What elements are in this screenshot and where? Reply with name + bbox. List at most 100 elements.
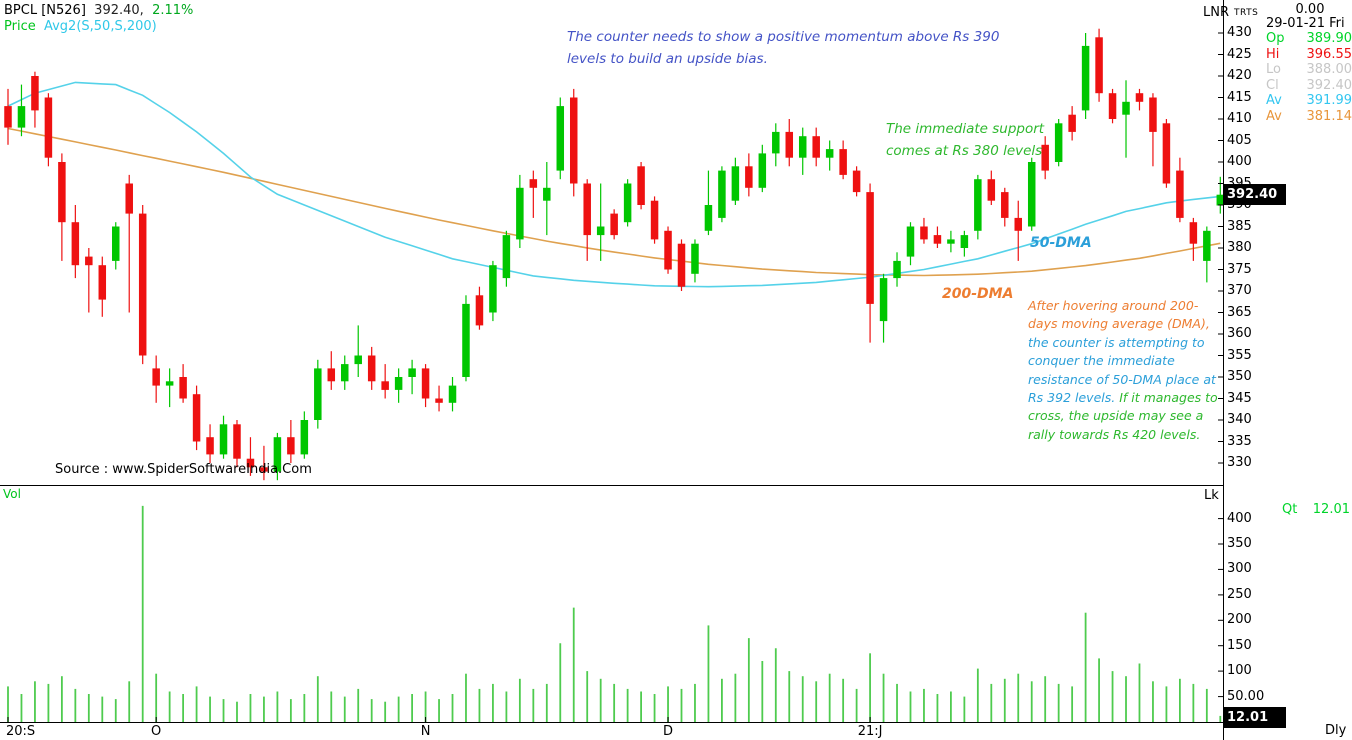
candle-body bbox=[745, 166, 753, 188]
price-axis-label: 345 bbox=[1227, 390, 1252, 406]
annotation-line: rally towards Rs 420 levels. bbox=[1028, 426, 1218, 444]
ohlc-info-panel: Op 389.90 Hi 396.55 Lo 388.00 Cl 392.40 Av 391.99… bbox=[1266, 31, 1352, 125]
chart-header: BPCL [N526] 392.40, 2.11% bbox=[4, 3, 193, 18]
annotation-line: Rs 392 levels. If it manages to bbox=[1028, 389, 1218, 407]
current-price-tag: 392.40 bbox=[1224, 184, 1286, 205]
candle-body bbox=[987, 179, 996, 201]
date-axis-label: O bbox=[151, 724, 162, 739]
price-axis-label: 335 bbox=[1227, 433, 1252, 449]
candle-body bbox=[1176, 170, 1184, 218]
candle-body bbox=[125, 183, 133, 214]
candle-body bbox=[758, 153, 767, 188]
indicator-formula-label: Avg2(S,50,S,200) bbox=[43, 19, 157, 34]
candle-body bbox=[677, 243, 686, 287]
candle-body bbox=[179, 377, 187, 399]
candle-body bbox=[260, 467, 268, 472]
candle-body bbox=[1001, 192, 1009, 218]
current-volume-tag: 12.01 bbox=[1224, 707, 1286, 728]
annotation-momentum: The counter needs to show a positive mom… bbox=[567, 26, 999, 70]
annotation-span: If it manages to bbox=[1119, 390, 1218, 406]
price-axis-label: 360 bbox=[1227, 326, 1252, 341]
candle-body bbox=[435, 398, 443, 403]
date-axis-label: 20:S bbox=[6, 724, 36, 739]
candle-body bbox=[1135, 93, 1144, 102]
candle-body bbox=[58, 162, 66, 223]
candle-body bbox=[1095, 37, 1103, 94]
price-axis-label: 410 bbox=[1227, 111, 1252, 126]
ma200-line-label: 200-DMA bbox=[942, 286, 1014, 302]
candle-body bbox=[354, 355, 362, 365]
price-axis-label: 395 bbox=[1227, 175, 1252, 191]
candle-body bbox=[516, 187, 524, 240]
candle-body bbox=[475, 295, 484, 326]
candle-body bbox=[448, 385, 457, 403]
candle-body bbox=[44, 97, 53, 158]
candle-body bbox=[1216, 194, 1225, 206]
candle-body bbox=[596, 226, 605, 236]
annotation-line: After hovering around 200- bbox=[1028, 297, 1218, 315]
candle-body bbox=[300, 420, 309, 455]
candle-body bbox=[1149, 97, 1157, 132]
price-axis-label: 430 bbox=[1227, 25, 1252, 40]
ohlc-row-value: 392.40 bbox=[1306, 77, 1352, 93]
price-axis-label: 350 bbox=[1227, 369, 1252, 384]
candle-body bbox=[960, 235, 969, 248]
annotation-line: comes at Rs 380 levels bbox=[886, 143, 1043, 159]
annotation-span: the counter is attempting to bbox=[1028, 334, 1205, 350]
candle-body bbox=[798, 136, 807, 158]
annotation-line: resistance of 50-DMA place at bbox=[1028, 371, 1218, 389]
symbol-label: BPCL [N526] bbox=[4, 3, 86, 18]
volume-axis-label: 250 bbox=[1227, 586, 1252, 602]
ohlc-row-lo: Lo 388.00 bbox=[1266, 62, 1352, 78]
price-axis-label: 400 bbox=[1227, 154, 1252, 169]
period-label: Dly bbox=[1325, 723, 1347, 738]
annotation-span: conquer the immediate bbox=[1028, 353, 1175, 369]
candle-body bbox=[852, 170, 861, 193]
ohlc-row-value: 388.00 bbox=[1306, 62, 1352, 78]
change-value-label: 0.00 bbox=[1295, 2, 1325, 17]
candle-body bbox=[246, 458, 255, 468]
candle-body bbox=[1041, 144, 1049, 171]
volume-axis-label: 400 bbox=[1227, 510, 1252, 526]
ohlc-row-value: 389.90 bbox=[1306, 31, 1352, 46]
annotation-span: rally towards Rs 420 levels. bbox=[1028, 426, 1201, 442]
candle-body bbox=[906, 226, 915, 257]
candle-body bbox=[273, 437, 282, 472]
ohlc-row-label: Hi bbox=[1266, 46, 1280, 62]
price-axis-label: 340 bbox=[1227, 412, 1252, 427]
candle-body bbox=[192, 394, 201, 442]
annotation-span: resistance of 50-DMA place at bbox=[1028, 371, 1216, 387]
candle-body bbox=[462, 303, 470, 377]
ohlc-row-av: Av 391.99 bbox=[1266, 93, 1352, 109]
volume-axis-label: 100 bbox=[1227, 663, 1252, 679]
candle-body bbox=[637, 166, 645, 205]
candle-body bbox=[489, 265, 497, 313]
date-axis-label: 21:J bbox=[857, 724, 883, 739]
candle-body bbox=[85, 256, 93, 266]
annotation-span: days moving average (DMA), bbox=[1028, 316, 1210, 332]
candle-body bbox=[381, 381, 389, 390]
candle-body bbox=[98, 265, 107, 300]
last-price-label: 392.40, bbox=[94, 3, 144, 18]
annotation-resistance: After hovering around 200- days moving av… bbox=[1028, 297, 1218, 444]
price-axis-label: 385 bbox=[1227, 218, 1252, 234]
ohlc-row-cl: Cl 392.40 bbox=[1266, 78, 1352, 94]
candle-body bbox=[704, 205, 713, 231]
candle-body bbox=[4, 106, 12, 128]
candle-body bbox=[1203, 230, 1211, 261]
indicator-header: Price Avg2(S,50,S,200) bbox=[4, 19, 157, 34]
annotation-span: Rs 392 levels. bbox=[1028, 390, 1120, 406]
price-axis-label: 425 bbox=[1227, 46, 1252, 62]
ohlc-row-av: Av 381.14 bbox=[1266, 109, 1352, 125]
date-axis-label: D bbox=[663, 724, 674, 739]
ohlc-row-label: Av bbox=[1266, 93, 1282, 109]
candle-body bbox=[1108, 93, 1117, 119]
source-attribution: Source : www.SpiderSoftwareIndia.Com bbox=[55, 462, 312, 477]
candle-body bbox=[664, 230, 672, 270]
candle-body bbox=[947, 239, 955, 244]
candle-body bbox=[394, 377, 403, 390]
ma200-line bbox=[7, 127, 1221, 277]
qt-label: Qt bbox=[1282, 502, 1298, 517]
candle-body bbox=[219, 424, 228, 455]
